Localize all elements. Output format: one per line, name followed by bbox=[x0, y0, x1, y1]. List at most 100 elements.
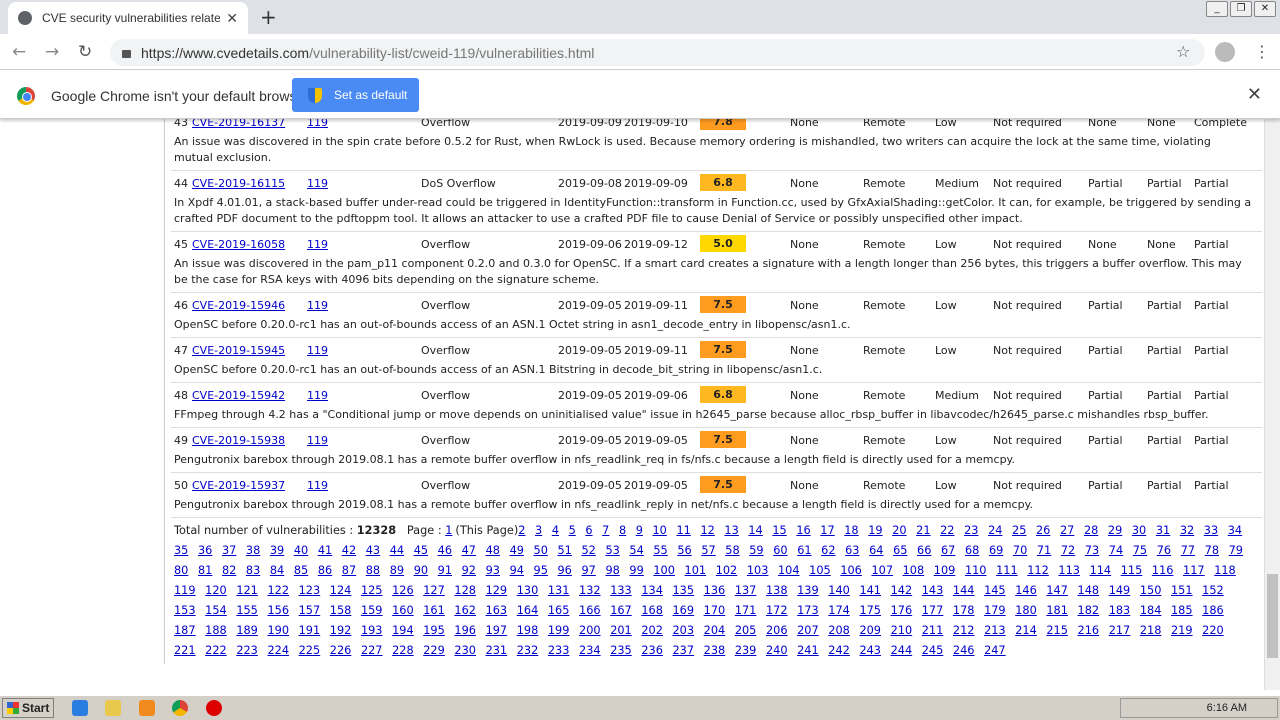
bookmark-star-icon[interactable]: ☆ bbox=[1176, 42, 1191, 61]
page-link[interactable]: 64 bbox=[869, 544, 884, 557]
page-link[interactable]: 204 bbox=[703, 624, 726, 637]
cwe-id-link[interactable]: 119 bbox=[307, 177, 328, 190]
page-link[interactable]: 149 bbox=[1108, 584, 1131, 597]
cve-id-link[interactable]: CVE-2019-15937 bbox=[192, 479, 286, 492]
page-link[interactable]: 172 bbox=[765, 604, 788, 617]
page-link[interactable]: 22 bbox=[940, 524, 955, 537]
page-link[interactable]: 208 bbox=[828, 624, 850, 637]
page-link[interactable]: 35 bbox=[174, 544, 189, 557]
page-link[interactable]: 203 bbox=[672, 624, 695, 637]
cwe-id-link[interactable]: 119 bbox=[307, 389, 328, 402]
page-link[interactable]: 160 bbox=[392, 604, 414, 617]
page-link[interactable]: 233 bbox=[547, 644, 570, 657]
page-link-current[interactable]: 1 bbox=[445, 524, 453, 537]
page-link[interactable]: 142 bbox=[890, 584, 913, 597]
page-link[interactable]: 222 bbox=[205, 644, 227, 657]
page-link[interactable]: 128 bbox=[454, 584, 476, 597]
page-link[interactable]: 177 bbox=[921, 604, 944, 617]
page-link[interactable]: 240 bbox=[765, 644, 788, 657]
page-link[interactable]: 176 bbox=[890, 604, 913, 617]
page-link[interactable]: 8 bbox=[618, 524, 627, 537]
address-bar[interactable]: https://www.cvedetails.com/vulnerability… bbox=[110, 39, 1205, 66]
page-link[interactable]: 78 bbox=[1204, 544, 1220, 557]
cwe-id-link[interactable]: 119 bbox=[307, 238, 328, 251]
page-link[interactable]: 154 bbox=[205, 604, 227, 617]
chrome-taskbar-icon[interactable] bbox=[172, 700, 188, 716]
page-link[interactable]: 180 bbox=[1015, 604, 1037, 617]
explorer-icon[interactable] bbox=[105, 700, 121, 716]
page-link[interactable]: 157 bbox=[298, 604, 321, 617]
page-link[interactable]: 2 bbox=[518, 524, 526, 537]
page-link[interactable]: 65 bbox=[893, 544, 908, 557]
page-link[interactable]: 5 bbox=[568, 524, 576, 537]
page-link[interactable]: 224 bbox=[267, 644, 290, 657]
page-link[interactable]: 77 bbox=[1180, 544, 1196, 557]
page-link[interactable]: 236 bbox=[641, 644, 663, 657]
page-link[interactable]: 25 bbox=[1012, 524, 1027, 537]
page-link[interactable]: 17 bbox=[820, 524, 835, 537]
page-link[interactable]: 170 bbox=[703, 604, 726, 617]
page-link[interactable]: 48 bbox=[485, 544, 500, 557]
page-link[interactable]: 76 bbox=[1156, 544, 1172, 557]
page-link[interactable]: 232 bbox=[516, 644, 539, 657]
page-link[interactable]: 63 bbox=[845, 544, 860, 557]
page-link[interactable]: 102 bbox=[715, 564, 738, 577]
forward-icon[interactable]: → bbox=[45, 42, 60, 62]
cwe-id-link[interactable]: 119 bbox=[307, 119, 328, 129]
page-link[interactable]: 162 bbox=[454, 604, 476, 617]
page-link[interactable]: 119 bbox=[174, 584, 196, 597]
page-link[interactable]: 127 bbox=[423, 584, 445, 597]
page-link[interactable]: 148 bbox=[1077, 584, 1100, 597]
page-link[interactable]: 9 bbox=[635, 524, 643, 537]
page-link[interactable]: 199 bbox=[547, 624, 570, 637]
page-link[interactable]: 103 bbox=[746, 564, 769, 577]
page-link[interactable]: 182 bbox=[1077, 604, 1100, 617]
page-link[interactable]: 218 bbox=[1139, 624, 1162, 637]
page-link[interactable]: 139 bbox=[797, 584, 819, 597]
page-link[interactable]: 169 bbox=[672, 604, 695, 617]
minimize-button[interactable]: _ bbox=[1206, 1, 1228, 17]
page-link[interactable]: 32 bbox=[1179, 524, 1195, 537]
browser-tab[interactable]: CVE security vulnerabilities related to … bbox=[8, 2, 248, 34]
page-link[interactable]: 129 bbox=[485, 584, 508, 597]
cve-id-link[interactable]: CVE-2019-15938 bbox=[192, 434, 286, 447]
page-link[interactable]: 66 bbox=[917, 544, 932, 557]
page-link[interactable]: 242 bbox=[828, 644, 850, 657]
page-link[interactable]: 55 bbox=[653, 544, 668, 557]
page-link[interactable]: 44 bbox=[389, 544, 405, 557]
page-link[interactable]: 227 bbox=[360, 644, 383, 657]
page-link[interactable]: 132 bbox=[579, 584, 601, 597]
page-link[interactable]: 86 bbox=[317, 564, 333, 577]
page-link[interactable]: 58 bbox=[725, 544, 740, 557]
page-link[interactable]: 130 bbox=[516, 584, 539, 597]
set-as-default-button[interactable]: Set as default bbox=[292, 78, 419, 112]
page-link[interactable]: 223 bbox=[236, 644, 258, 657]
page-link[interactable]: 67 bbox=[941, 544, 956, 557]
page-link[interactable]: 41 bbox=[317, 544, 333, 557]
page-link[interactable]: 183 bbox=[1108, 604, 1131, 617]
page-link[interactable]: 190 bbox=[267, 624, 290, 637]
page-link[interactable]: 24 bbox=[988, 524, 1003, 537]
page-link[interactable]: 194 bbox=[392, 624, 414, 637]
page-link[interactable]: 206 bbox=[765, 624, 788, 637]
page-link[interactable]: 38 bbox=[245, 544, 261, 557]
media-player-icon[interactable] bbox=[139, 700, 155, 716]
page-link[interactable]: 52 bbox=[581, 544, 596, 557]
page-link[interactable]: 99 bbox=[629, 564, 644, 577]
page-link[interactable]: 46 bbox=[437, 544, 453, 557]
page-link[interactable]: 155 bbox=[236, 604, 258, 617]
new-tab-button[interactable]: + bbox=[260, 5, 277, 29]
page-link[interactable]: 19 bbox=[868, 524, 883, 537]
page-link[interactable]: 45 bbox=[413, 544, 429, 557]
page-link[interactable]: 185 bbox=[1171, 604, 1193, 617]
cwe-id-link[interactable]: 119 bbox=[307, 299, 328, 312]
page-link[interactable]: 123 bbox=[298, 584, 321, 597]
page-link[interactable]: 91 bbox=[437, 564, 453, 577]
page-link[interactable]: 167 bbox=[610, 604, 632, 617]
page-link[interactable]: 131 bbox=[547, 584, 570, 597]
cve-id-link[interactable]: CVE-2019-16058 bbox=[192, 238, 286, 251]
page-link[interactable]: 144 bbox=[952, 584, 975, 597]
page-link[interactable]: 134 bbox=[641, 584, 663, 597]
page-link[interactable]: 247 bbox=[984, 644, 1006, 657]
page-link[interactable]: 152 bbox=[1202, 584, 1224, 597]
